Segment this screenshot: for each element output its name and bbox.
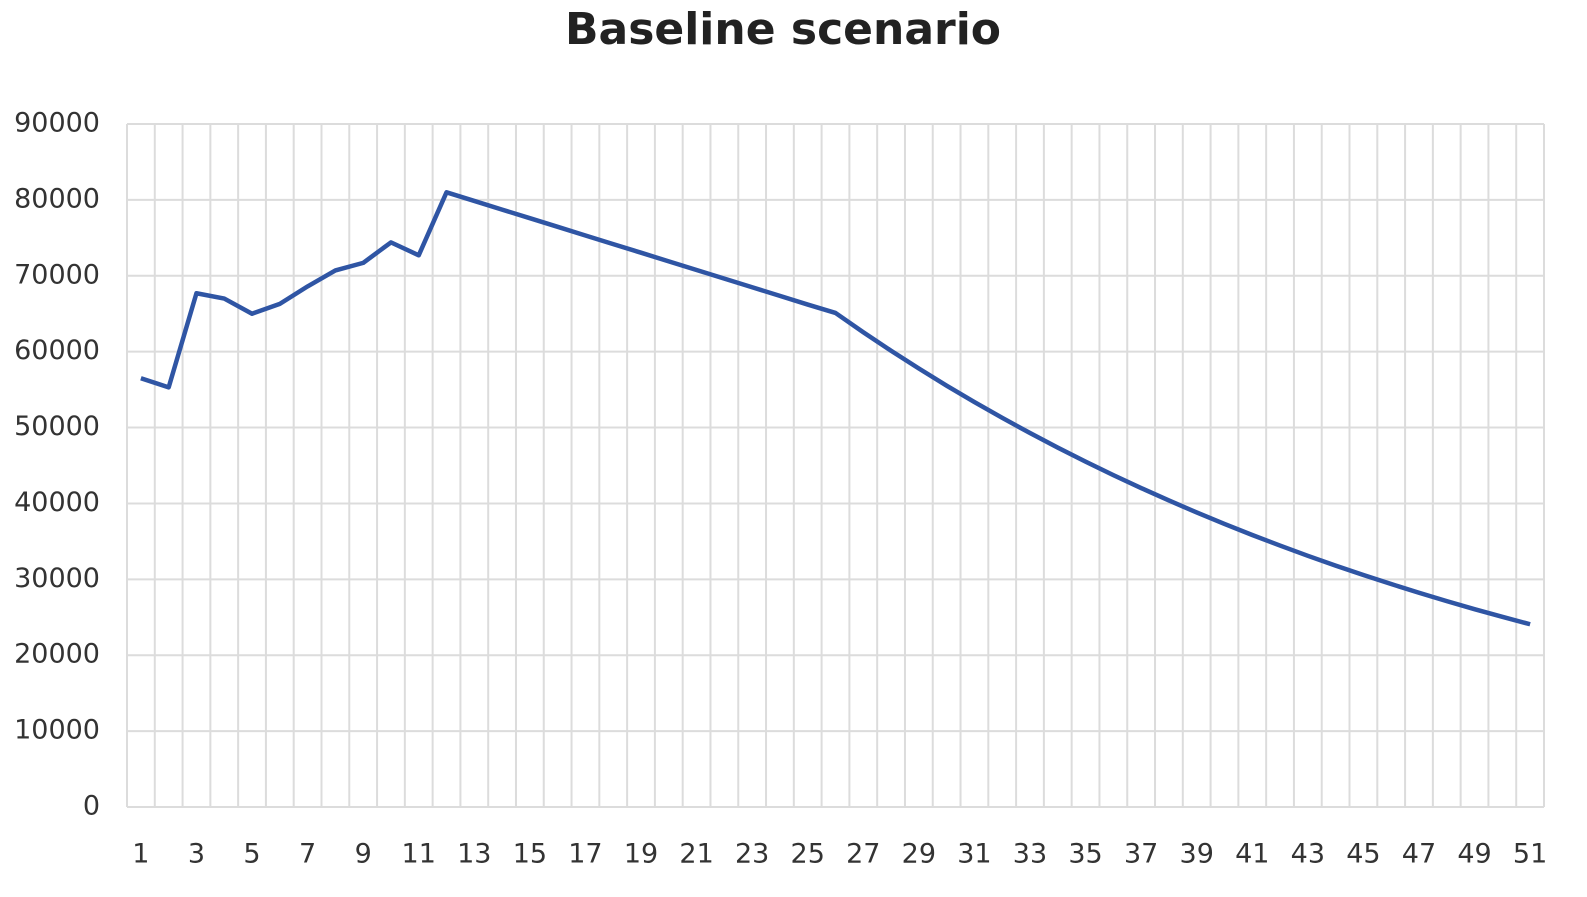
x-tick-label: 31 [957, 839, 991, 870]
x-tick-label: 23 [735, 839, 769, 870]
y-tick-label: 90000 [14, 108, 100, 139]
series-line [140, 190, 1531, 627]
x-tick-label: 29 [902, 839, 936, 870]
y-tick-label: 60000 [14, 335, 100, 366]
x-tick-label: 17 [568, 839, 602, 870]
x-tick-label: 15 [513, 839, 547, 870]
chart-title: Baseline scenario [565, 4, 1001, 55]
x-tick-label: 3 [188, 839, 205, 870]
x-tick-label: 27 [846, 839, 880, 870]
y-tick-label: 50000 [14, 411, 100, 442]
x-tick-label: 51 [1513, 839, 1547, 870]
y-tick-label: 40000 [14, 487, 100, 518]
x-tick-label: 43 [1291, 839, 1325, 870]
x-tick-label: 13 [457, 839, 491, 870]
y-tick-label: 30000 [14, 563, 100, 594]
y-tick-label: 70000 [14, 259, 100, 290]
x-tick-label: 49 [1457, 839, 1491, 870]
y-tick-label: 80000 [14, 183, 100, 214]
x-tick-label: 37 [1124, 839, 1158, 870]
y-tick-label: 0 [83, 791, 100, 822]
x-tick-label: 41 [1235, 839, 1269, 870]
y-tick-label: 10000 [14, 715, 100, 746]
x-tick-label: 35 [1068, 839, 1102, 870]
x-tick-label: 25 [791, 839, 825, 870]
x-tick-label: 45 [1346, 839, 1380, 870]
x-tick-label: 1 [132, 839, 149, 870]
x-tick-label: 21 [679, 839, 713, 870]
x-tick-label: 7 [299, 839, 316, 870]
x-tick-label: 39 [1180, 839, 1214, 870]
x-tick-label: 19 [624, 839, 658, 870]
x-tick-label: 47 [1402, 839, 1436, 870]
x-tick-label: 11 [402, 839, 436, 870]
x-tick-label: 5 [243, 839, 260, 870]
y-tick-label: 20000 [14, 639, 100, 670]
x-tick-label: 33 [1013, 839, 1047, 870]
x-tick-label: 9 [355, 839, 372, 870]
